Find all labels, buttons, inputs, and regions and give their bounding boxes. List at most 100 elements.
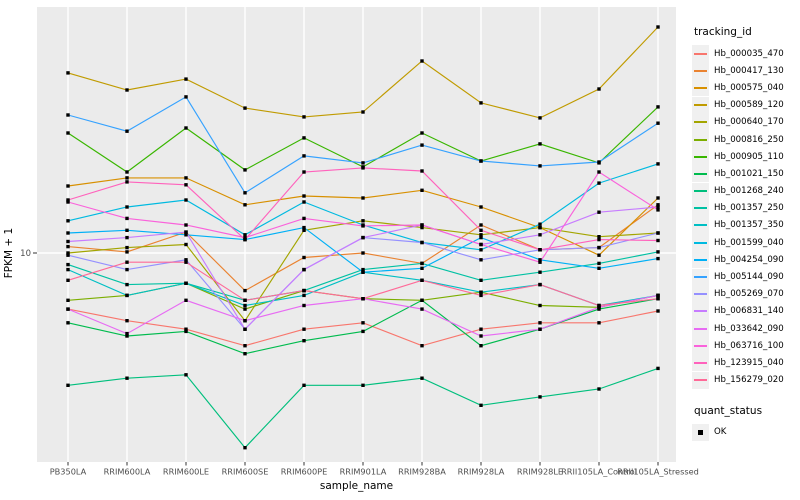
legend-key <box>692 165 709 183</box>
legend-item-label: Hb_000640_170 <box>714 117 784 128</box>
data-point <box>243 446 247 450</box>
data-point <box>125 170 129 174</box>
plot-panel <box>37 7 676 462</box>
data-point <box>538 303 542 308</box>
data-point <box>479 235 483 240</box>
data-point <box>479 327 483 331</box>
data-point <box>66 251 70 255</box>
data-point <box>66 198 70 202</box>
data-point <box>184 298 188 302</box>
data-point <box>538 270 542 274</box>
data-point <box>479 205 483 209</box>
data-point <box>479 258 483 262</box>
legend-item-label: Hb_000816_250 <box>714 134 784 145</box>
x-tick-label: RRII105LA_Control <box>561 467 637 477</box>
legend-line-swatch-icon <box>694 310 707 313</box>
data-point <box>125 260 129 264</box>
data-point <box>420 225 424 230</box>
legend-key <box>692 148 709 166</box>
x-tick-label: RRIM600LE <box>163 467 209 477</box>
y-tick-label: 10 <box>20 249 31 259</box>
data-point <box>125 216 129 221</box>
data-point <box>243 191 247 195</box>
data-point <box>302 200 306 204</box>
legend-item: Hb_001268_240 <box>692 182 800 200</box>
data-point <box>66 239 70 244</box>
data-point <box>302 170 306 174</box>
legend-item: Hb_156279_020 <box>692 371 800 389</box>
legend-key <box>692 182 709 200</box>
data-point <box>125 376 129 380</box>
data-point <box>184 233 188 237</box>
data-point <box>538 142 542 146</box>
data-point <box>302 216 306 221</box>
data-point <box>597 261 601 266</box>
legend-item: Hb_063716_100 <box>692 337 800 355</box>
x-tick-label: RRIM901LA <box>340 467 387 477</box>
data-point <box>302 383 306 387</box>
data-point <box>243 106 247 110</box>
legend-line-swatch-icon <box>694 121 707 124</box>
data-point <box>125 331 129 336</box>
data-point <box>656 203 660 207</box>
data-point <box>184 242 188 247</box>
legend-key <box>692 131 709 149</box>
data-point <box>479 159 483 163</box>
data-point <box>361 219 365 223</box>
data-point <box>538 222 542 226</box>
data-point <box>361 267 365 272</box>
data-point <box>597 387 601 391</box>
legend-line-swatch-icon <box>694 69 707 72</box>
data-point <box>361 251 365 255</box>
data-point <box>656 238 660 243</box>
legend-item-label: Hb_000417_130 <box>714 65 784 76</box>
data-point <box>243 203 247 207</box>
data-point <box>243 352 247 356</box>
data-point <box>479 101 483 105</box>
data-point <box>656 250 660 254</box>
data-point <box>302 293 306 298</box>
data-point <box>184 77 188 81</box>
data-point <box>302 194 306 198</box>
data-point <box>597 307 601 311</box>
legend-item: Hb_000417_130 <box>692 62 800 80</box>
data-point <box>66 219 70 223</box>
data-point <box>302 154 306 158</box>
legend-item: Hb_000640_170 <box>692 113 800 131</box>
legend-key <box>692 320 709 338</box>
data-point <box>597 87 601 91</box>
legend-item: Hb_000905_110 <box>692 148 800 166</box>
data-point <box>479 248 483 252</box>
data-point <box>656 121 660 125</box>
data-point <box>243 319 247 323</box>
data-point <box>538 248 542 252</box>
data-point <box>538 116 542 120</box>
data-point <box>302 303 306 308</box>
data-point <box>66 298 70 302</box>
data-point <box>597 170 601 174</box>
legend-items: Hb_000035_470 Hb_000417_130 Hb_000575_040 H… <box>692 45 800 389</box>
data-point <box>538 258 542 262</box>
data-point <box>66 267 70 272</box>
data-point <box>125 267 129 272</box>
y-axis-title: FPKM + 1 <box>3 227 15 279</box>
data-point <box>66 231 70 235</box>
data-point <box>361 196 365 200</box>
data-point <box>243 327 247 331</box>
x-axis-title: sample_name <box>319 480 394 492</box>
data-point <box>66 307 70 311</box>
legend-key <box>692 216 709 234</box>
data-point <box>184 258 188 262</box>
data-point <box>597 321 601 325</box>
data-point <box>361 166 365 170</box>
data-point <box>656 208 660 212</box>
data-point <box>597 160 601 164</box>
data-point <box>420 223 424 227</box>
legend-item: Hb_005269_070 <box>692 285 800 303</box>
x-tick-label: RRIM600LA <box>104 467 151 477</box>
legend-item: Hb_004254_090 <box>692 251 800 269</box>
data-point <box>125 180 129 184</box>
legend-key <box>692 79 709 97</box>
legend-key <box>692 62 709 80</box>
